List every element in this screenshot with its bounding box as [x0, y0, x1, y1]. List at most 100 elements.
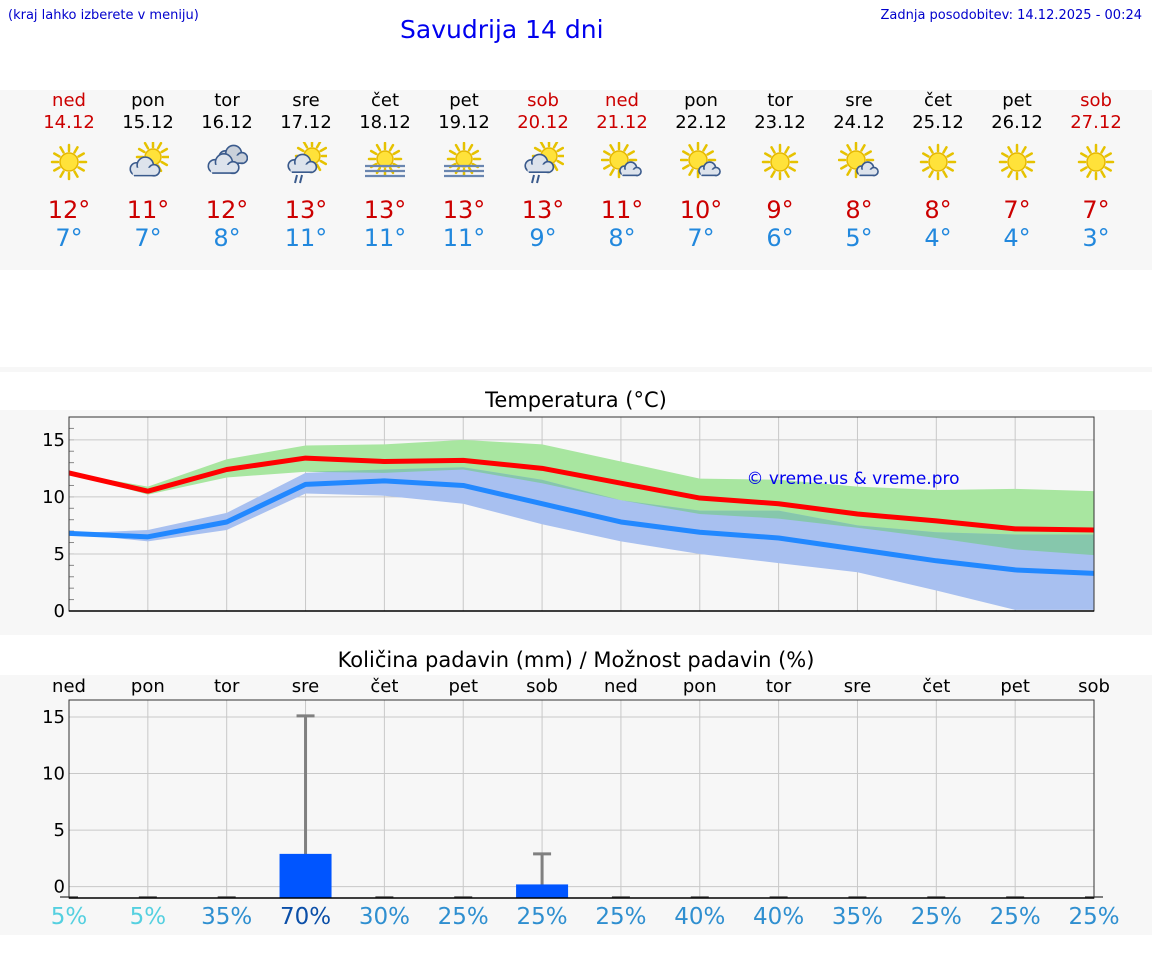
y-tick-label: 15: [42, 707, 65, 728]
cloud-shape: [287, 153, 318, 174]
max-temperature: 12°: [205, 196, 249, 224]
rain-drop: [531, 174, 535, 184]
max-temperature: 11°: [126, 196, 170, 224]
day-name: čet: [370, 90, 400, 111]
day-name: pon: [684, 90, 718, 111]
precipitation-probability: 35%: [201, 904, 253, 930]
max-temperature: 7°: [1003, 196, 1031, 224]
max-temperature: 8°: [845, 196, 873, 224]
day-date: 21.12: [596, 112, 648, 133]
sun-small-cloud-icon: [680, 142, 721, 179]
max-temperature: 11°: [600, 196, 644, 224]
precipitation-probability: 40%: [674, 904, 726, 930]
min-temperature: 7°: [687, 224, 715, 252]
precipitation-probability: 5%: [50, 904, 88, 930]
precipitation-probability: 30%: [358, 904, 410, 930]
sun-cloud-rain-icon: [287, 142, 327, 184]
sun-fog-icon: [444, 142, 484, 178]
day-column: tor 23.12 9° 6°: [740, 90, 820, 252]
cloud-shape: [524, 153, 555, 174]
sun-shape: [680, 142, 717, 179]
day-name: tor: [767, 90, 793, 111]
sun-shape: [998, 143, 1036, 181]
day-name: ned: [605, 90, 639, 111]
day-column: sre 17.12 13° 11°: [266, 90, 346, 252]
day-name: pet: [449, 90, 479, 111]
x-tick-label: sre: [844, 676, 871, 697]
precipitation-probability: 40%: [753, 904, 805, 930]
sun-icon: [761, 143, 799, 181]
day-date: 26.12: [991, 112, 1043, 133]
day-name: pon: [131, 90, 165, 111]
sun-shape: [919, 143, 957, 181]
min-temperature: 9°: [529, 224, 557, 252]
max-temperature: 10°: [679, 196, 723, 224]
precipitation-probability: 5%: [129, 904, 167, 930]
cloud-shape: [698, 161, 721, 177]
precipitation-probability: 25%: [437, 904, 489, 930]
rain-drop: [299, 174, 303, 184]
day-name: čet: [923, 90, 953, 111]
max-temperature: 13°: [363, 196, 407, 224]
max-temperature-range-band: [69, 439, 1094, 556]
precipitation-probability: 25%: [910, 904, 962, 930]
sun-fog-icon: [365, 142, 405, 178]
day-name: pet: [1002, 90, 1032, 111]
precipitation-bar: [279, 853, 332, 898]
day-column: sre 24.12 8° 5°: [819, 90, 899, 252]
location-menu-hint: (kraj lahko izberete v meniju): [8, 8, 199, 23]
day-date: 25.12: [912, 112, 964, 133]
y-tick-label: 0: [54, 601, 65, 622]
max-temperature-line: [68, 455, 1095, 533]
day-date: 23.12: [754, 112, 806, 133]
min-temperature-range-band: [69, 467, 1094, 610]
day-column: čet 18.12 13° 11°: [345, 90, 425, 252]
day-date: 22.12: [675, 112, 727, 133]
y-tick-label: 5: [54, 544, 65, 565]
y-tick-label: 10: [42, 764, 65, 785]
divider: [0, 367, 1152, 372]
min-temperature: 6°: [766, 224, 794, 252]
max-temperature: 12°: [47, 196, 91, 224]
precipitation-probability: 35%: [831, 904, 884, 930]
x-tick-label: sre: [292, 676, 319, 697]
day-column: pon 22.12 10° 7°: [661, 90, 741, 252]
sun-icon: [1077, 143, 1115, 181]
x-tick-label: tor: [766, 676, 792, 697]
min-temperature-line: [68, 478, 1095, 576]
cloud-shape: [856, 161, 879, 177]
daily-forecast-panel: [0, 90, 1152, 270]
sun-shape: [601, 142, 638, 179]
last-updated: Zadnja posodobitev: 14.12.2025 - 00:24: [880, 8, 1142, 23]
precipitation-probability: 25%: [516, 904, 568, 930]
min-temperature: 11°: [442, 224, 486, 252]
day-date: 18.12: [359, 112, 411, 133]
precipitation-bar: [516, 884, 569, 898]
day-date: 17.12: [280, 112, 332, 133]
min-temperature: 11°: [363, 224, 407, 252]
precipitation-probability: 25%: [595, 904, 647, 930]
day-column: sob 27.12 7° 3°: [1056, 90, 1136, 252]
day-name: sob: [1080, 90, 1112, 111]
max-temperature: 13°: [521, 196, 565, 224]
sun-icon: [919, 143, 957, 181]
day-date: 20.12: [517, 112, 569, 133]
plot-area: [69, 700, 1094, 898]
max-temperature: 7°: [1082, 196, 1110, 224]
page-title: Savudrija 14 dni: [400, 15, 604, 44]
max-temperature: 13°: [284, 196, 328, 224]
min-temperature: 4°: [1003, 224, 1031, 252]
day-name: tor: [214, 90, 240, 111]
day-date: 15.12: [122, 112, 174, 133]
day-column: tor 16.12 12° 8°: [187, 90, 267, 252]
min-temperature: 8°: [213, 224, 241, 252]
day-name: ned: [52, 90, 86, 111]
sun-icon: [50, 143, 88, 181]
min-temperature: 3°: [1082, 224, 1110, 252]
day-date: 16.12: [201, 112, 253, 133]
day-name: sob: [527, 90, 559, 111]
day-date: 14.12: [43, 112, 95, 133]
watermark: © vreme.us & vreme.pro: [746, 469, 959, 489]
sun-cloud-rain-icon: [524, 142, 564, 184]
day-date: 19.12: [438, 112, 490, 133]
